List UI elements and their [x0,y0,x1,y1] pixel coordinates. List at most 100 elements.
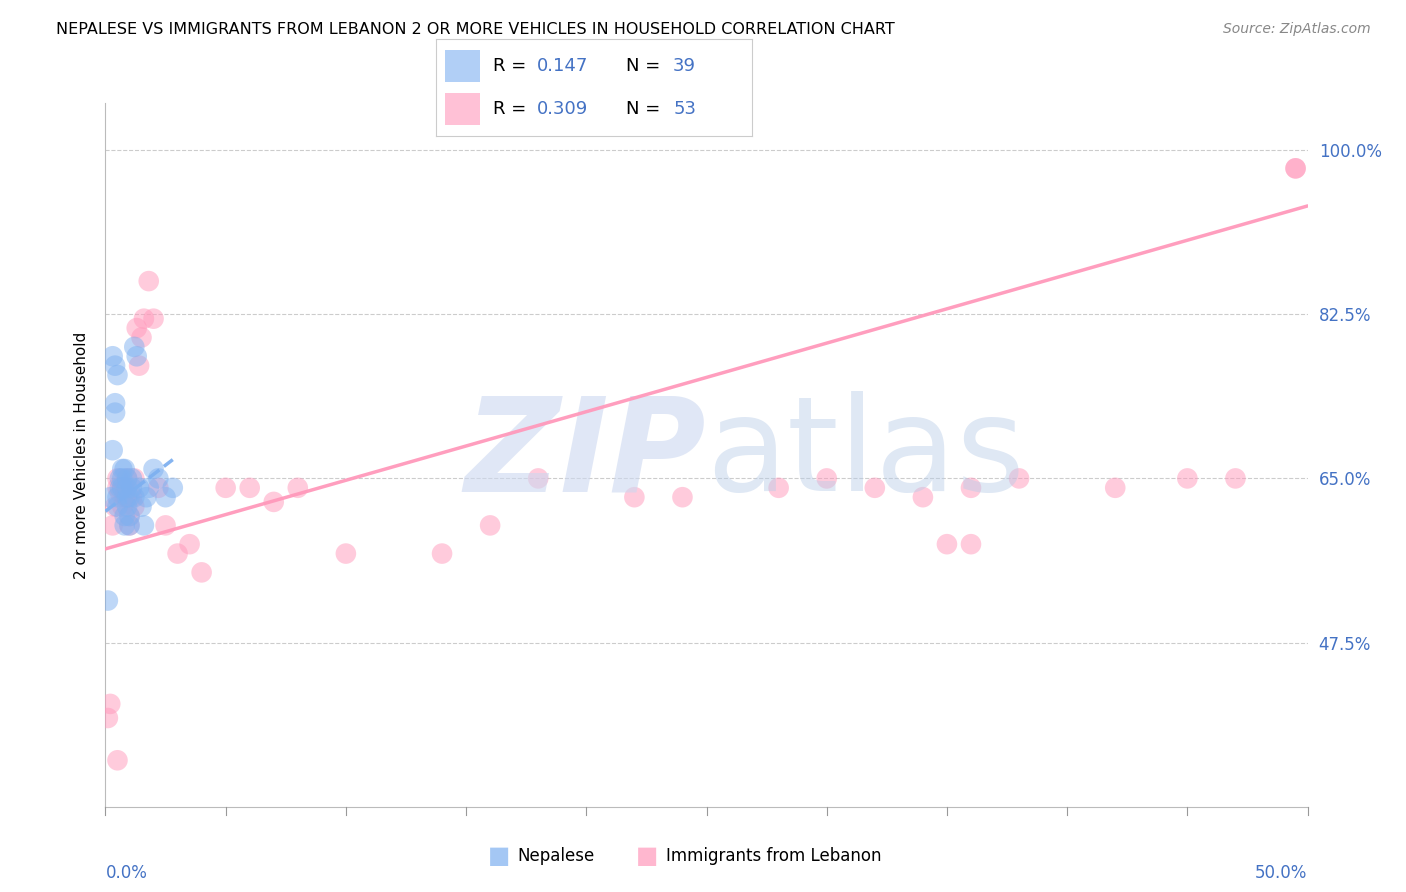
Bar [446,93,481,125]
Point [118,518,141,533]
Point [135,490,157,504]
Point [124,490,146,504]
Point [527,471,550,485]
Point [125,349,148,363]
Point [190,566,212,580]
Point [1284,161,1306,176]
Point [148,471,170,485]
Point [335,547,357,561]
Point [111,462,134,476]
Point [148,481,170,495]
Point [115,471,138,485]
Point [108,471,131,485]
Point [104,500,127,514]
Point [107,753,129,767]
Point [101,518,124,533]
Point [114,481,136,495]
Text: 53: 53 [673,100,696,118]
Point [107,368,129,382]
Text: 0.0%: 0.0% [105,863,148,881]
Point [121,471,143,485]
Point [98,490,121,504]
Point [107,490,129,504]
Text: N =: N = [626,100,665,118]
Point [124,500,146,514]
Point [115,471,138,485]
Text: atlas: atlas [707,392,1025,518]
Point [815,471,838,485]
Point [97,711,120,725]
Point [138,481,160,495]
Point [107,500,129,514]
Point [114,462,136,476]
Point [114,518,136,533]
Point [430,547,453,561]
Point [111,481,134,495]
Point [623,490,645,504]
Point [287,481,309,495]
Point [121,481,143,495]
Point [155,518,177,533]
Point [111,481,134,495]
Text: NEPALESE VS IMMIGRANTS FROM LEBANON 2 OR MORE VEHICLES IN HOUSEHOLD CORRELATION : NEPALESE VS IMMIGRANTS FROM LEBANON 2 OR… [56,22,896,37]
Point [1284,161,1306,176]
Text: Nepalese: Nepalese [517,847,595,865]
Point [142,462,165,476]
Point [115,481,138,495]
Point [115,490,138,504]
Point [104,396,127,410]
Text: Immigrants from Lebanon: Immigrants from Lebanon [666,847,882,865]
Point [108,485,131,500]
Text: 39: 39 [673,57,696,75]
Point [118,490,141,504]
Point [936,537,959,551]
Point [124,471,146,485]
Point [960,537,983,551]
Text: N =: N = [626,57,665,75]
Point [863,481,886,495]
Point [107,481,129,495]
Point [155,490,177,504]
Point [115,490,138,504]
Text: R =: R = [494,57,531,75]
Text: 0.309: 0.309 [537,100,588,118]
Point [111,500,134,514]
Point [114,490,136,504]
Point [960,481,983,495]
Point [131,500,153,514]
Point [97,593,120,607]
Point [138,274,160,288]
Point [1225,471,1247,485]
Point [111,471,134,485]
Point [124,340,146,354]
Point [132,518,155,533]
Point [115,500,138,514]
Point [128,359,150,373]
Text: ZIP: ZIP [465,392,707,518]
Point [671,490,693,504]
Text: Source: ZipAtlas.com: Source: ZipAtlas.com [1223,22,1371,37]
Text: R =: R = [494,100,531,118]
Point [179,537,201,551]
Point [104,406,127,420]
Point [107,471,129,485]
Point [98,697,121,711]
Point [114,508,136,523]
Point [263,495,285,509]
Point [214,481,236,495]
Point [131,330,153,344]
Point [162,481,184,495]
Point [121,490,143,504]
Point [104,359,127,373]
Point [118,518,141,533]
Text: ■: ■ [488,845,510,868]
Text: ■: ■ [636,845,658,868]
Point [101,443,124,458]
Bar [446,50,481,82]
Point [1104,481,1126,495]
Point [101,349,124,363]
Point [132,311,155,326]
Point [1008,471,1031,485]
Text: 50.0%: 50.0% [1256,863,1308,881]
Point [128,481,150,495]
